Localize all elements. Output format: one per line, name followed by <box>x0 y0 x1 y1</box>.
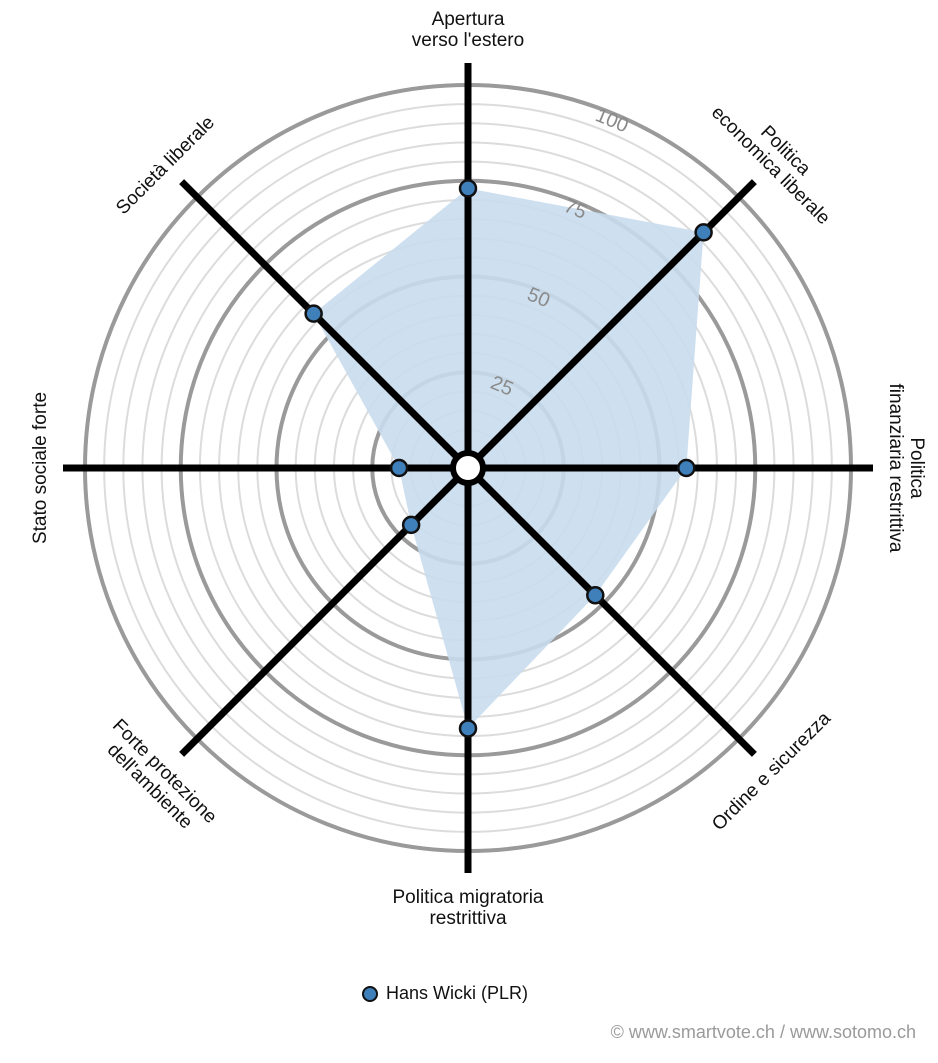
legend: Hans Wicki (PLR) <box>362 983 528 1004</box>
data-point <box>401 515 421 535</box>
axis-line <box>465 465 757 757</box>
data-point <box>458 179 478 198</box>
axis-line <box>179 179 471 471</box>
center-hub <box>450 450 486 486</box>
axis-line <box>179 465 471 757</box>
axis-label-line: Apertura <box>432 9 505 30</box>
credits: © www.smartvote.ch / www.sotomo.ch <box>610 1022 916 1042</box>
profile-area <box>313 188 704 729</box>
axis-label-line: verso l'estero <box>412 30 524 51</box>
axis-label-line: Politica migratoria <box>393 887 544 908</box>
axis-label-line: Politica <box>906 437 927 499</box>
axis-label-line: finanziaria restrittiva <box>885 384 906 553</box>
axis-label: Stato sociale forte <box>30 392 51 544</box>
data-point <box>586 586 605 605</box>
data-point <box>304 304 323 323</box>
axis-label-line: Stato sociale forte <box>30 392 51 544</box>
tick-label: 100 <box>592 104 631 137</box>
data-point <box>694 223 713 242</box>
data-point <box>458 719 478 738</box>
legend-label: Hans Wicki (PLR) <box>386 983 529 1003</box>
data-point <box>389 458 409 478</box>
profile-area-layer <box>313 188 704 729</box>
legend-marker <box>362 985 378 1002</box>
axis-label-line: restrittiva <box>429 908 507 929</box>
data-point <box>677 458 696 478</box>
data-points <box>304 179 713 738</box>
